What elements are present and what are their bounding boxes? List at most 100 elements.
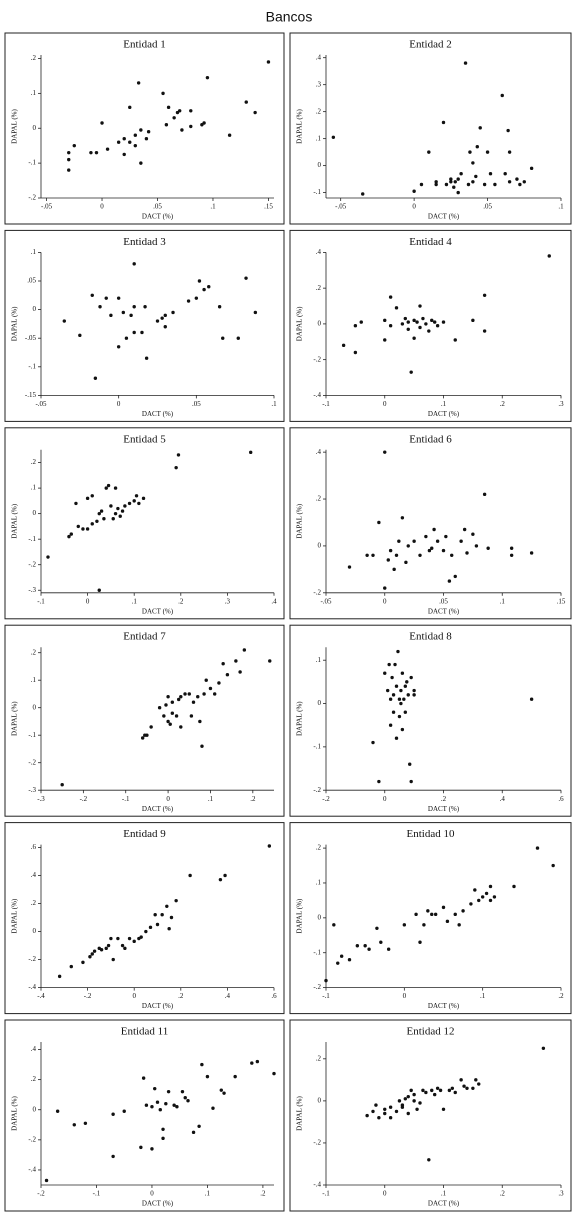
point <box>165 904 169 908</box>
y-axis-label: DAPAL (%) <box>11 898 19 933</box>
point <box>116 345 121 349</box>
y-tick-label: -.1 <box>313 188 321 196</box>
point <box>400 1103 405 1107</box>
point <box>223 873 227 878</box>
x-tick-label: -.05 <box>320 597 332 605</box>
panel-title: Entidad 4 <box>409 236 452 248</box>
point <box>170 711 175 715</box>
point <box>390 675 394 680</box>
point <box>412 539 416 543</box>
panel-frame <box>289 427 572 620</box>
point <box>139 161 143 165</box>
x-tick-label: .05 <box>153 203 162 211</box>
y-tick-label: -.3 <box>28 786 36 794</box>
point <box>551 863 555 868</box>
point <box>394 553 399 557</box>
point <box>397 697 402 701</box>
point <box>111 1154 115 1159</box>
point <box>179 725 183 729</box>
y-tick-label: 0 <box>318 161 322 169</box>
panel-title: Entidad 5 <box>123 433 166 445</box>
x-tick-label: .1 <box>205 1190 211 1198</box>
point <box>371 553 375 557</box>
point <box>78 333 82 338</box>
point <box>72 143 76 148</box>
x-axis-label: DACT (%) <box>142 607 174 615</box>
point <box>198 719 202 724</box>
point <box>169 915 174 920</box>
point <box>83 1121 88 1125</box>
x-tick-label: 0 <box>383 795 387 803</box>
point <box>447 579 452 583</box>
y-tick-label: .1 <box>31 89 37 97</box>
y-axis-label: DAPAL (%) <box>11 108 19 143</box>
point <box>183 692 187 696</box>
point <box>94 150 99 155</box>
point <box>166 695 170 699</box>
point <box>164 703 168 707</box>
panel-frame <box>289 1019 572 1212</box>
point <box>462 1084 466 1088</box>
point <box>174 714 179 718</box>
point <box>132 262 136 266</box>
point <box>111 1112 115 1116</box>
y-tick-label: 0 <box>318 1096 322 1104</box>
point <box>391 710 396 714</box>
point <box>414 912 418 917</box>
point <box>200 1062 204 1067</box>
point <box>93 376 98 380</box>
point <box>441 320 446 324</box>
point <box>76 524 80 529</box>
x-tick-label: .3 <box>225 597 231 605</box>
y-tick-label: .4 <box>316 448 322 456</box>
y-tick-label: -.2 <box>28 560 36 568</box>
point <box>97 511 101 516</box>
point <box>480 895 485 899</box>
point <box>268 659 272 663</box>
point <box>419 182 424 187</box>
point <box>150 1147 154 1151</box>
point <box>67 150 71 155</box>
point <box>399 701 403 706</box>
point <box>123 504 127 508</box>
point <box>435 323 440 328</box>
x-tick-label: -.2 <box>80 795 88 803</box>
x-tick-label: .05 <box>439 597 448 605</box>
y-tick-label: 0 <box>33 1105 37 1113</box>
point <box>507 150 512 154</box>
point <box>430 1088 434 1093</box>
point <box>139 128 143 132</box>
x-tick-label: .6 <box>558 795 564 803</box>
x-tick-label: -.1 <box>93 1190 101 1198</box>
point <box>67 157 71 162</box>
point <box>183 1095 187 1100</box>
y-tick-label: .05 <box>27 277 36 285</box>
x-tick-label: .4 <box>225 992 231 1000</box>
point <box>212 692 217 696</box>
point <box>424 1090 428 1095</box>
point <box>388 1105 393 1109</box>
point <box>452 185 456 189</box>
point <box>249 450 253 455</box>
x-tick-label: 0 <box>403 992 407 1000</box>
point <box>106 943 111 948</box>
point <box>124 336 129 340</box>
point <box>471 318 475 323</box>
x-tick-label: 0 <box>383 400 387 408</box>
panel-title: Entidad 6 <box>409 433 452 445</box>
point <box>109 313 113 318</box>
point <box>453 338 457 342</box>
point <box>217 681 221 685</box>
x-axis-label: DACT (%) <box>142 1200 174 1208</box>
y-tick-label: -.1 <box>28 362 36 370</box>
point <box>387 662 391 667</box>
point <box>67 534 71 539</box>
x-tick-label: -.1 <box>37 597 45 605</box>
point <box>132 499 136 503</box>
y-tick-label: -.4 <box>28 1166 36 1174</box>
point <box>412 1092 416 1097</box>
point <box>155 922 160 927</box>
point <box>144 1103 149 1107</box>
point <box>72 1123 76 1127</box>
